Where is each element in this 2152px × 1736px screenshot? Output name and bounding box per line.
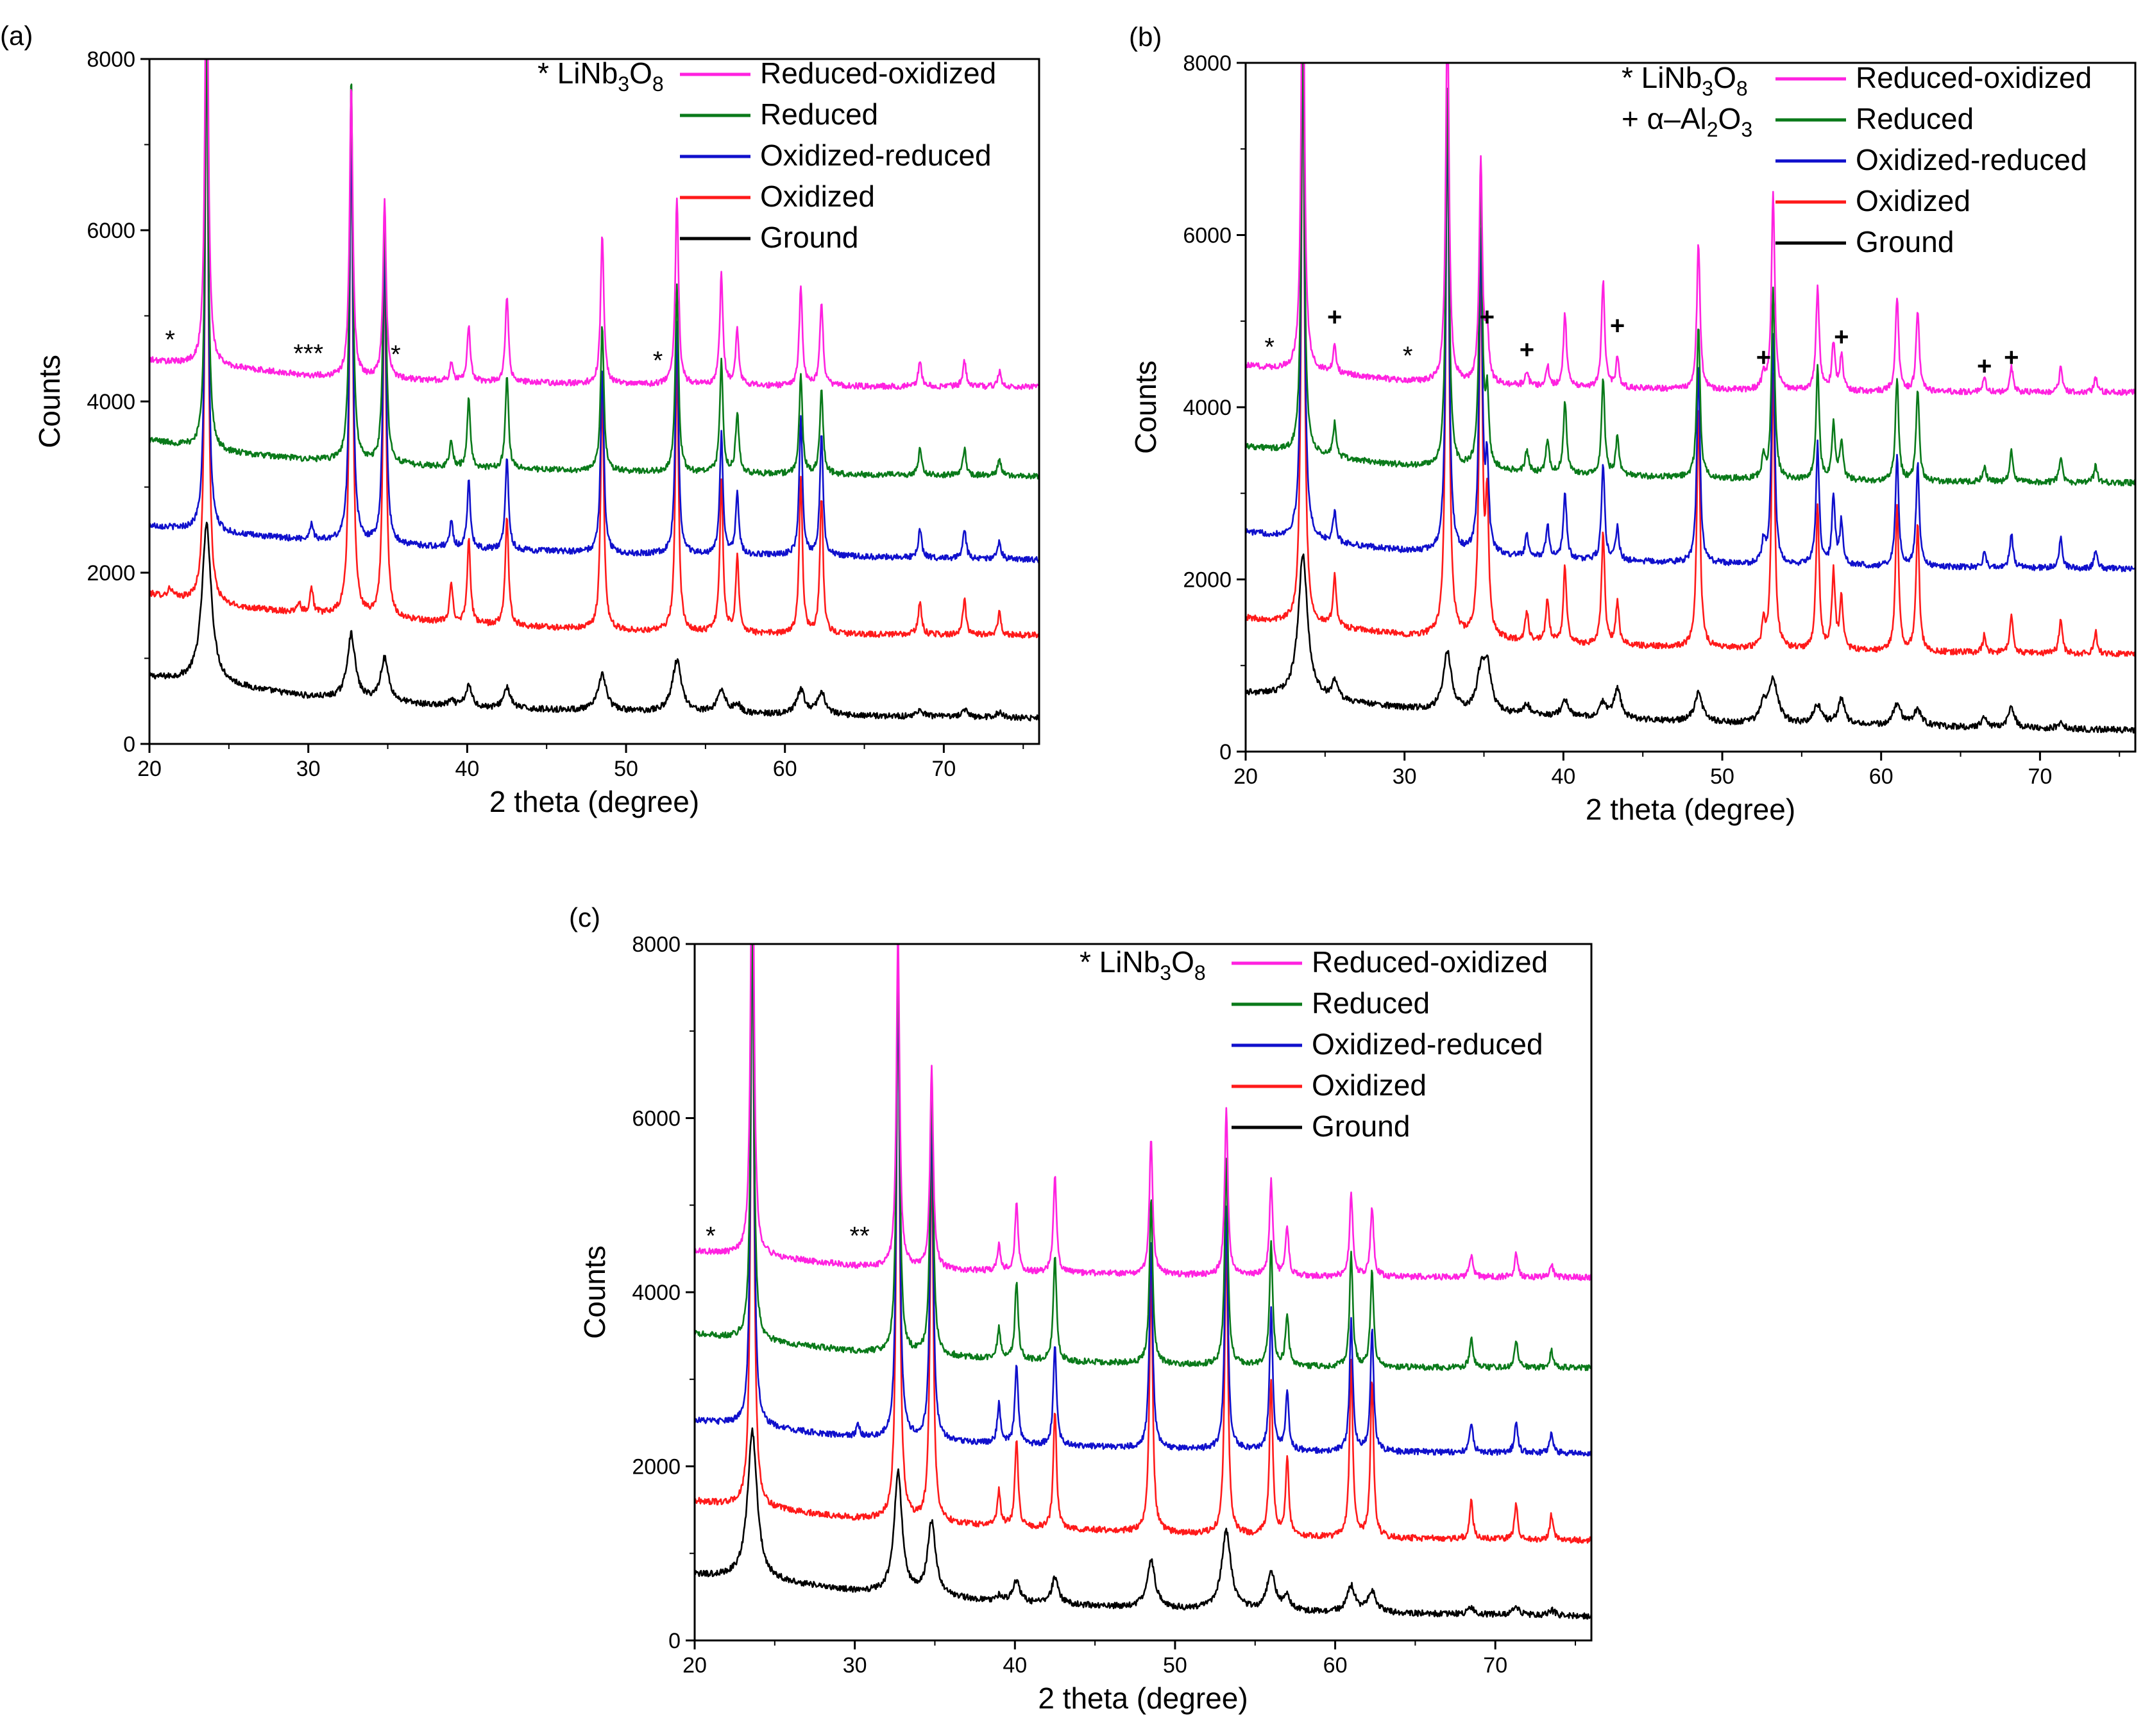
peak-marker: *	[1403, 342, 1413, 370]
series-line-ground	[1246, 553, 2135, 734]
y-axis-title: Counts	[1129, 360, 1162, 454]
peak-marker: +	[1520, 335, 1534, 364]
y-axis-title: Counts	[578, 1245, 611, 1339]
legend-label: Reduced	[1856, 102, 1974, 135]
x-tick-label: 60	[1869, 764, 1894, 789]
peak-marker: +	[1480, 303, 1495, 331]
legend-label: Ground	[1312, 1109, 1410, 1143]
x-tick-label: 50	[614, 757, 638, 781]
y-axis-title: Counts	[33, 355, 66, 448]
y-tick-label: 6000	[1183, 224, 1232, 248]
x-tick-label: 70	[931, 757, 956, 781]
x-tick-label: 50	[1710, 764, 1734, 789]
xrd-panel-c: 20 30 40 50 60 70 0 2000 4000 6000 8000 2 theta (de…	[569, 902, 1593, 1715]
x-tick-label: 30	[1393, 764, 1417, 789]
peak-marker: *	[1264, 333, 1275, 361]
series-line-reduced-oxidized	[695, 944, 1591, 1281]
xrd-panel-a: 20 30 40 50 60 70 0 2000 4000 6000 8000 2 theta (de…	[0, 21, 1040, 818]
peak-marker: *	[165, 326, 175, 354]
x-tick-label: 50	[1163, 1653, 1187, 1678]
series-group	[1246, 63, 2135, 734]
x-axis-title: 2 theta (degree)	[1586, 793, 1795, 826]
series-line-oxidized-reduced	[149, 59, 1039, 564]
y-tick-label: 4000	[632, 1281, 681, 1305]
y-tick-label: 2000	[632, 1455, 681, 1479]
phase-key: * LiNb3O8	[1080, 945, 1206, 984]
peak-marker: **	[850, 1222, 870, 1250]
legend-label: Ground	[1856, 225, 1954, 258]
y-tick-label: 8000	[87, 47, 135, 72]
x-tick-label: 20	[1233, 764, 1258, 789]
x-tick-label: 40	[455, 757, 479, 781]
x-tick-label: 30	[296, 757, 321, 781]
peak-marker: ***	[293, 340, 323, 368]
legend-label: Oxidized-reduced	[1856, 143, 2087, 176]
x-tick-label: 30	[843, 1653, 867, 1678]
x-tick-label: 70	[1483, 1653, 1507, 1678]
y-tick-label: 0	[668, 1629, 681, 1653]
peak-marker: +	[1327, 303, 1342, 331]
series-line-oxidized	[695, 944, 1591, 1544]
legend-label: Reduced-oxidized	[1312, 945, 1548, 979]
x-tick-label: 40	[1003, 1653, 1027, 1678]
legend-label: Oxidized	[760, 180, 875, 213]
y-tick-label: 6000	[632, 1107, 681, 1131]
legend-label: Oxidized-reduced	[760, 139, 992, 172]
x-tick-label: 20	[137, 757, 162, 781]
x-tick-label: 70	[2028, 764, 2052, 789]
series-group	[149, 59, 1039, 721]
peak-marker: +	[1977, 352, 1992, 380]
series-line-reduced-oxidized	[149, 59, 1039, 391]
panel-label: (b)	[1129, 22, 1162, 52]
series-line-oxidized-reduced	[1246, 63, 2135, 573]
y-tick-label: 8000	[1183, 51, 1232, 76]
legend-label: Oxidized	[1856, 184, 1970, 217]
series-line-reduced-oxidized	[1246, 63, 2135, 396]
series-line-ground	[695, 1427, 1591, 1620]
y-tick-label: 0	[123, 732, 135, 757]
series-line-reduced	[1246, 63, 2135, 487]
y-tick-label: 4000	[87, 390, 135, 414]
phase-key: + α–Al2O3	[1622, 102, 1752, 141]
panel-label: (c)	[569, 902, 600, 932]
y-tick-label: 6000	[87, 219, 135, 243]
phase-key: * LiNb3O8	[538, 56, 664, 96]
peak-marker: *	[653, 346, 663, 375]
legend-label: Reduced-oxidized	[760, 56, 996, 90]
panel-label: (a)	[0, 21, 33, 51]
series-line-oxidized	[1246, 63, 2135, 657]
y-tick-label: 2000	[1183, 568, 1232, 593]
x-tick-label: 60	[773, 757, 797, 781]
x-axis-title: 2 theta (degree)	[1038, 1681, 1248, 1715]
y-tick-label: 2000	[87, 561, 135, 586]
peak-marker: +	[1756, 344, 1771, 372]
legend-label: Reduced	[1312, 986, 1430, 1020]
x-axis-title: 2 theta (degree)	[489, 785, 699, 818]
legend-label: Oxidized	[1312, 1068, 1427, 1102]
x-tick-label: 60	[1323, 1653, 1348, 1678]
legend-label: Reduced	[760, 97, 878, 131]
y-tick-label: 0	[1219, 740, 1232, 764]
series-line-oxidized	[149, 59, 1039, 639]
y-tick-label: 8000	[632, 932, 681, 957]
series-group	[695, 944, 1591, 1620]
xrd-panel-b: 20 30 40 50 60 70 0 2000 4000 6000 8000 2 theta (de…	[1129, 22, 2137, 826]
x-tick-label: 20	[682, 1653, 707, 1678]
phase-key: * LiNb3O8	[1622, 61, 1748, 100]
series-line-reduced	[149, 59, 1039, 480]
legend-label: Oxidized-reduced	[1312, 1027, 1543, 1061]
legend-label: Ground	[760, 221, 858, 254]
peak-marker: +	[1834, 323, 1849, 351]
peak-marker: +	[2004, 344, 2019, 372]
peak-marker: *	[391, 341, 401, 369]
legend-label: Reduced-oxidized	[1856, 61, 2092, 94]
peak-marker: *	[706, 1222, 716, 1250]
y-tick-label: 4000	[1183, 396, 1232, 420]
x-tick-label: 40	[1551, 764, 1575, 789]
peak-marker: +	[1610, 312, 1625, 340]
series-line-oxidized-reduced	[695, 944, 1591, 1457]
series-line-ground	[149, 521, 1039, 721]
series-line-reduced	[695, 944, 1591, 1371]
